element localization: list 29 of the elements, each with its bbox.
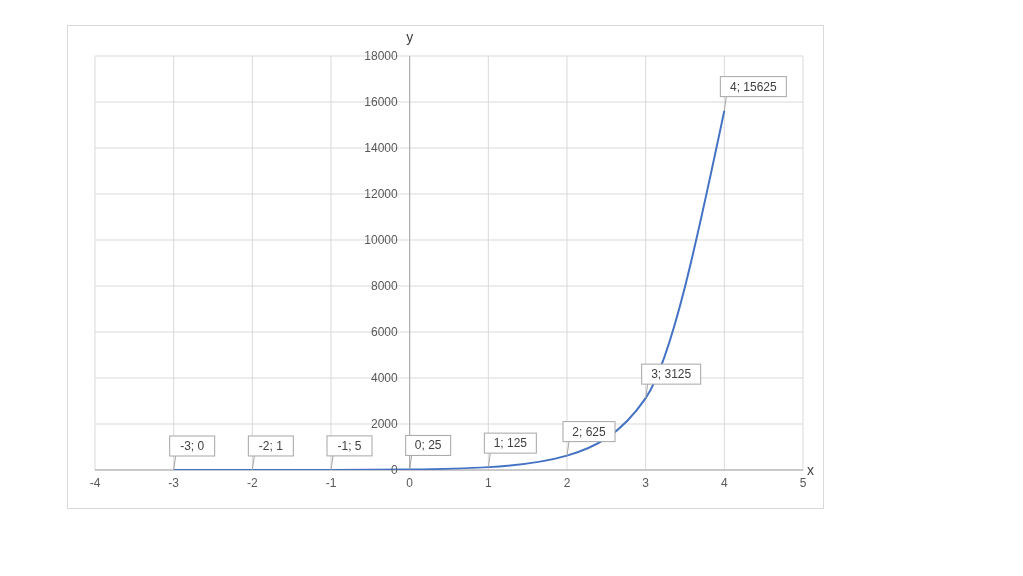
y-axis-title: y (406, 29, 414, 45)
x-tick-label: -4 (89, 475, 101, 490)
data-label: 2; 625 (572, 424, 606, 439)
x-tick-label: 5 (799, 475, 807, 490)
x-tick-label: -1 (325, 475, 337, 490)
y-tick-label: 8000 (370, 279, 398, 293)
y-tick-label: 6000 (370, 325, 398, 339)
data-label: 4; 15625 (729, 79, 778, 94)
x-tick-label: 1 (484, 475, 492, 490)
y-tick-label: 16000 (364, 95, 398, 109)
data-label: -3; 0 (180, 439, 205, 453)
x-axis-title: x (807, 461, 814, 478)
x-tick-label: -3 (168, 475, 180, 490)
x-tick-label: 2 (563, 475, 571, 490)
y-tick-label: 4000 (370, 371, 398, 385)
x-tick-label: 3 (642, 475, 650, 490)
x-tick-label: -2 (247, 475, 258, 490)
data-label: -2; 1 (258, 438, 284, 453)
y-tick-label: 18000 (364, 49, 398, 63)
data-label: -1; 5 (337, 438, 362, 453)
x-tick-label: 4 (720, 475, 728, 490)
data-label: 3; 3125 (651, 367, 692, 382)
y-tick-label: 14000 (364, 141, 398, 155)
y-tick-label: 12000 (364, 187, 398, 201)
y-tick-label: 2000 (370, 417, 398, 431)
y-tick-label: 10000 (364, 233, 398, 247)
data-label: 0; 25 (414, 438, 442, 453)
x-tick-label: 0 (406, 475, 414, 490)
data-label: 1; 125 (493, 436, 528, 451)
